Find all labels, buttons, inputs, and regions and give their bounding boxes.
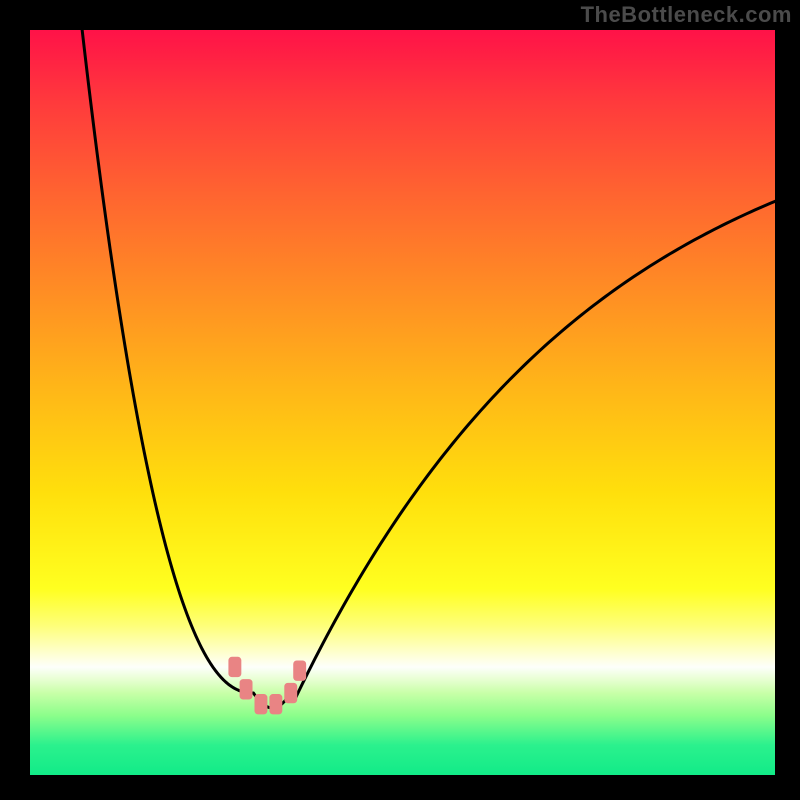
valley-marker <box>240 680 252 699</box>
valley-marker <box>270 695 282 714</box>
valley-marker <box>255 695 267 714</box>
valley-marker <box>229 657 241 676</box>
gradient-background <box>30 30 775 775</box>
plot-area <box>30 30 775 775</box>
chart-container: TheBottleneck.com <box>0 0 800 800</box>
valley-marker <box>294 661 306 680</box>
watermark-text: TheBottleneck.com <box>581 2 792 28</box>
valley-marker <box>285 683 297 702</box>
plot-svg <box>30 30 775 775</box>
